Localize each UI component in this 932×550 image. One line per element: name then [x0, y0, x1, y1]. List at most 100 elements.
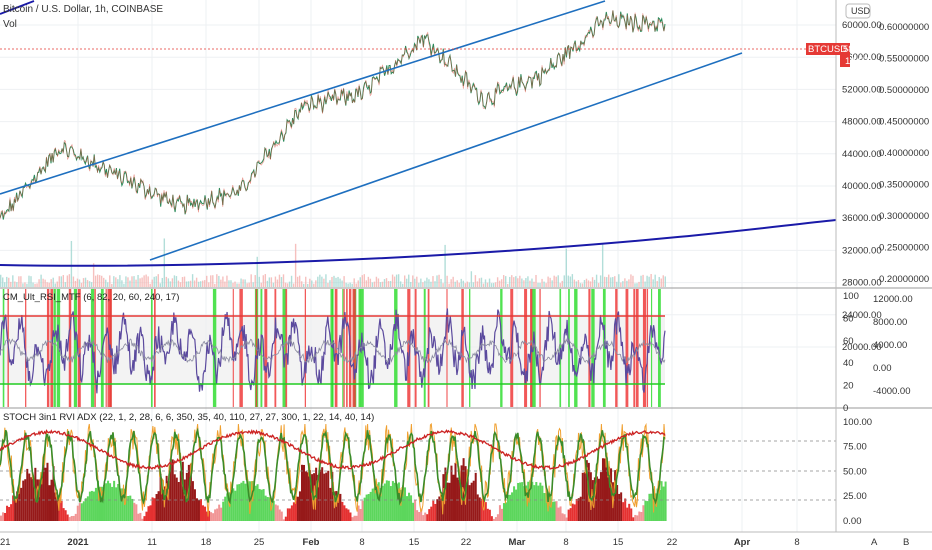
volume-bar: [610, 277, 612, 287]
stoch-histogram-bar: [121, 488, 124, 521]
rsi-pane[interactable]: [0, 289, 666, 407]
volume-bar: [86, 280, 89, 287]
time-axis-tick-label: 25: [254, 537, 265, 548]
volume-bar: [509, 276, 511, 287]
stoch-histogram-bar: [288, 508, 291, 521]
stoch-histogram-bar: [575, 498, 578, 521]
volume-bar: [228, 280, 230, 287]
stoch-histogram-bar: [173, 474, 176, 521]
rsi-axis-tick-label: 40: [843, 358, 854, 369]
volume-bar: [298, 275, 301, 287]
time-axis[interactable]: 21 2021 11 18 25 Feb 8 15 22 Mar 8 15 22 Apr 8: [0, 537, 800, 548]
volume-bar: [424, 280, 426, 287]
stoch-histogram-bar: [226, 493, 229, 521]
currency-badge[interactable]: USD: [845, 3, 871, 19]
stoch-histogram-bar: [494, 517, 497, 521]
stoch-histogram-bar: [70, 515, 73, 521]
volume-bar: [90, 282, 93, 287]
volume-bar: [12, 275, 14, 287]
stoch-histogram-bar: [298, 491, 301, 521]
stoch-histogram-bar: [434, 503, 437, 521]
stoch-histogram-bar: [204, 506, 207, 521]
volume-bar: [123, 283, 125, 287]
rsi-axis[interactable]: 100 80 60 40 20 0 12000.00 8000.00 4000.00 0.00 -4…: [843, 291, 913, 414]
stoch-histogram-bar: [426, 514, 429, 521]
channel-upper-line[interactable]: [0, 0, 606, 195]
stoch-histogram-bar: [131, 498, 134, 521]
volume-bar: [270, 277, 273, 287]
stoch-histogram-bar: [143, 516, 146, 521]
volume-bar: [500, 279, 503, 287]
stoch-histogram-bar: [357, 505, 360, 521]
volume-bar: [268, 277, 271, 287]
stoch-histogram-bar: [363, 497, 366, 521]
volume-bar: [432, 276, 434, 287]
price-pane[interactable]: [0, 0, 836, 287]
stoch-histogram-bar: [406, 496, 409, 521]
stoch-histogram-bar: [529, 480, 532, 521]
moving-average-curve[interactable]: [0, 219, 836, 267]
stoch-histogram-bar: [307, 472, 310, 521]
rsi-indicator-title[interactable]: CM_Ult_RSI_MTF (6, 82, 20, 60, 240, 17): [3, 292, 179, 303]
stoch-axis[interactable]: 100.00 75.00 50.00 25.00 0.00: [843, 417, 872, 527]
volume-bar: [111, 283, 113, 287]
volume-bar: [80, 282, 83, 287]
stoch-histogram-bar: [101, 486, 104, 521]
volume-bar: [511, 275, 513, 287]
rsi-signal-bar: [532, 289, 536, 407]
volume-bar: [323, 278, 325, 287]
stoch-histogram-bar: [38, 479, 41, 521]
volume-bar: [351, 283, 353, 287]
channel-middle-line[interactable]: [149, 52, 743, 261]
volume-bar: [357, 280, 359, 287]
stoch-histogram-bar: [252, 480, 255, 521]
volume-bar: [466, 281, 469, 287]
volume-bar: [185, 281, 188, 287]
volume-bar: [143, 275, 145, 287]
volume-scale-tick-label: 0.30000000: [879, 211, 929, 222]
stoch-histogram-bar: [32, 478, 35, 521]
stoch-histogram-bar: [125, 496, 128, 521]
stoch-histogram-bar: [165, 475, 168, 521]
stoch-histogram-bar: [290, 505, 293, 521]
volume-bar: [22, 283, 24, 287]
price-axis-tick-label: 52000.00: [842, 84, 882, 95]
stoch-histogram-bar: [505, 502, 508, 521]
volume-bar: [410, 281, 412, 287]
stoch-indicator-title[interactable]: STOCH 3in1 RVI ADX (22, 1, 2, 28, 6, 6, …: [3, 412, 374, 423]
log-scale-button[interactable]: B: [903, 537, 909, 548]
volume-bar: [640, 275, 642, 287]
auto-scale-button[interactable]: A: [871, 537, 878, 548]
volume-bar: [365, 280, 368, 287]
stoch-histogram-bar: [327, 470, 330, 521]
volume-bar: [307, 283, 309, 287]
volume-bar: [408, 274, 410, 287]
stoch-pane[interactable]: [0, 422, 836, 521]
volume-bar: [226, 275, 228, 287]
volume-bar: [652, 279, 654, 287]
volume-bar: [60, 276, 62, 287]
volume-bar: [608, 274, 610, 287]
volume-bar: [159, 283, 161, 287]
volume-bar: [521, 278, 523, 287]
stoch-histogram-bar: [296, 496, 299, 521]
stoch-histogram-bar: [559, 506, 562, 521]
volume-bar: [587, 280, 590, 287]
price-axis[interactable]: 60000.00 56000.00 52000.00 48000.00 44000.00…: [842, 20, 882, 353]
rsi-signal-bar: [591, 289, 595, 407]
channel-top-fragment-line[interactable]: [0, 0, 35, 15]
volume-scale-axis[interactable]: 0.60000000 0.55000000 0.50000000 0.45000000…: [879, 22, 929, 285]
stoch-histogram-bar: [155, 494, 158, 521]
rsi-signal-bar: [150, 289, 153, 407]
volume-bar: [278, 274, 281, 287]
stoch-histogram-bar: [258, 488, 261, 521]
stoch-histogram-bar: [270, 498, 273, 521]
stoch-histogram-bar: [654, 493, 657, 521]
volume-bar: [242, 279, 244, 287]
volume-bar: [70, 240, 73, 287]
volume-bar: [234, 281, 236, 287]
rsi-axis-tick-label: 80: [843, 313, 854, 324]
rsi-signal-bar: [304, 289, 306, 407]
volume-bar: [216, 274, 218, 287]
